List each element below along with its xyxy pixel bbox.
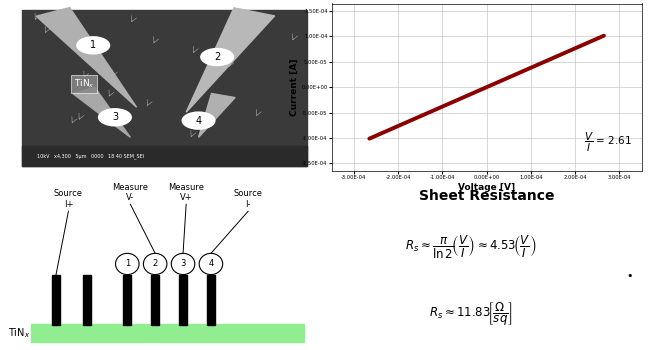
Text: I+: I+ (64, 200, 73, 209)
Bar (22, 146, 307, 166)
Text: 2: 2 (214, 52, 220, 62)
Bar (151, 274, 159, 325)
Polygon shape (198, 93, 235, 137)
Circle shape (115, 253, 139, 274)
Circle shape (181, 111, 216, 130)
Text: 10kV   x4,300   5μm   0000   18 40 SEM_SEI: 10kV x4,300 5μm 0000 18 40 SEM_SEI (38, 154, 145, 160)
Circle shape (199, 253, 223, 274)
Text: V-: V- (126, 193, 135, 202)
Text: 3: 3 (180, 259, 186, 268)
Text: Source: Source (54, 189, 83, 198)
Text: Sheet Resistance: Sheet Resistance (419, 189, 555, 203)
Text: TiN$_x$: TiN$_x$ (8, 326, 30, 340)
Text: $R_s \approx \dfrac{\pi}{\ln 2}\!\left(\dfrac{V}{I}\right) \approx 4.53\!\left(\: $R_s \approx \dfrac{\pi}{\ln 2}\!\left(\… (405, 233, 537, 260)
Text: V+: V+ (180, 193, 192, 202)
Text: Measure: Measure (168, 183, 204, 192)
Bar (123, 274, 132, 325)
Polygon shape (73, 88, 130, 137)
Bar (179, 274, 187, 325)
Text: •: • (626, 271, 632, 281)
Circle shape (143, 253, 167, 274)
Text: 4: 4 (208, 259, 214, 268)
Bar (83, 274, 91, 325)
Text: 3: 3 (112, 112, 118, 122)
Circle shape (200, 48, 234, 66)
Text: Measure: Measure (112, 183, 148, 192)
Circle shape (98, 108, 132, 126)
Bar (207, 274, 215, 325)
Bar (52, 274, 60, 325)
Circle shape (76, 36, 110, 55)
Text: 2: 2 (152, 259, 158, 268)
X-axis label: Voltage [V]: Voltage [V] (458, 183, 515, 192)
Text: Source: Source (234, 189, 262, 198)
Text: 1: 1 (124, 259, 130, 268)
Text: 4: 4 (196, 116, 202, 126)
Polygon shape (186, 8, 275, 112)
Text: 1: 1 (90, 40, 97, 50)
Y-axis label: Current [A]: Current [A] (290, 58, 299, 116)
Polygon shape (36, 8, 137, 107)
Bar (31, 324, 304, 342)
Text: I-: I- (246, 200, 251, 209)
Text: $R_s \approx 11.83\!\left[\dfrac{\Omega}{sq}\right]$: $R_s \approx 11.83\!\left[\dfrac{\Omega}… (429, 300, 513, 327)
Text: $\dfrac{V}{I}$ = 2.61: $\dfrac{V}{I}$ = 2.61 (584, 131, 632, 154)
Text: TiN$_x$: TiN$_x$ (74, 78, 95, 90)
Circle shape (171, 253, 195, 274)
